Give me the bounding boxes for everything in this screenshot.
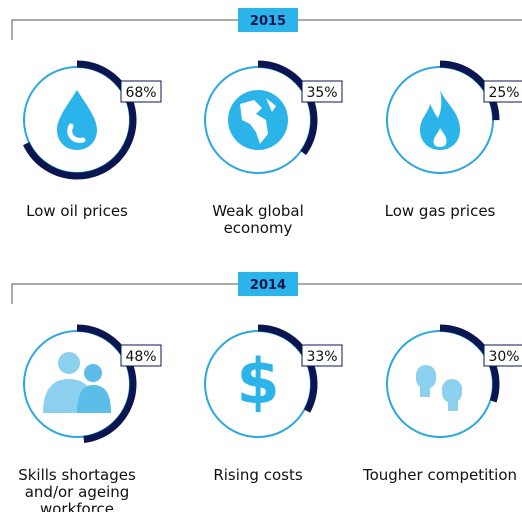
value-badge: [301, 344, 343, 367]
category-label: Low oil prices: [26, 202, 128, 220]
section-title: 2014: [250, 278, 286, 293]
category-label: Weak global economy: [212, 202, 304, 237]
value-label: 33%: [306, 349, 337, 365]
value-label: 35%: [306, 85, 337, 101]
value-badge: [483, 80, 522, 103]
value-label: 30%: [488, 349, 519, 365]
svg-text:$: $: [236, 345, 279, 418]
value-label: 25%: [488, 85, 519, 101]
value-badge: [483, 344, 522, 367]
icon-globe: [228, 90, 288, 150]
icon-dollar: $: [236, 345, 279, 418]
donut-track: [386, 330, 494, 438]
donut-arc: [17, 324, 137, 444]
value-label: 48%: [125, 349, 156, 365]
value-label: 68%: [125, 85, 156, 101]
section-badge: [238, 8, 298, 32]
donut-arc: [17, 60, 137, 180]
section-title: 2015: [250, 14, 286, 29]
category-label: Skills shortages and/or ageing workforce: [18, 466, 136, 512]
section-badge: [238, 272, 298, 296]
icon-people: [43, 352, 111, 413]
category-label: Rising costs: [213, 466, 303, 484]
donut-arc: [380, 60, 500, 180]
donut-arc: [198, 324, 318, 444]
value-badge: [120, 344, 162, 367]
donut-arc: [198, 60, 318, 180]
donut: [386, 330, 494, 438]
category-label: Low gas prices: [384, 202, 496, 220]
icons: $: [43, 90, 462, 418]
icon-gloves: [416, 365, 462, 411]
value-badge: [120, 80, 162, 103]
section-rule: [11, 19, 522, 40]
category-label: Tougher competition: [362, 466, 518, 484]
donut-arc: [380, 324, 500, 444]
section-rule: [11, 283, 522, 304]
value-badge: [301, 80, 343, 103]
icon-oil: [57, 90, 97, 150]
icon-flame: [420, 90, 460, 150]
